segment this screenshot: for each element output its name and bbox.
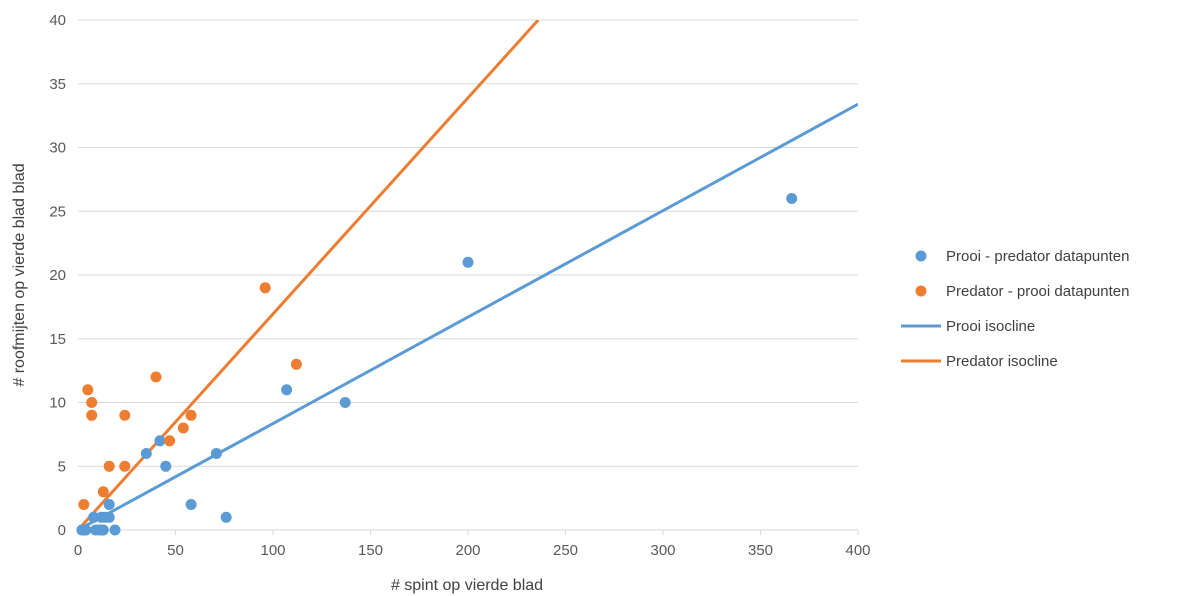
y-tick-label: 0: [58, 522, 66, 539]
data-point: [339, 397, 351, 408]
y-tick-label: 15: [49, 331, 66, 348]
data-point: [290, 358, 302, 370]
series-line: [78, 102, 858, 530]
x-tick-label: 50: [167, 542, 184, 559]
x-axis-title: # spint op vierde blad: [391, 577, 543, 594]
data-point: [97, 524, 109, 536]
data-point: [281, 384, 293, 396]
data-point: [86, 409, 98, 421]
data-point: [154, 435, 166, 447]
data-point: [462, 256, 474, 268]
legend-label: Prooi isocline: [946, 318, 1035, 335]
data-point: [86, 397, 98, 408]
x-tick-label: 350: [748, 542, 773, 559]
y-tick-label: 20: [49, 267, 66, 284]
y-tick-label: 25: [49, 203, 66, 220]
data-point: [88, 511, 100, 523]
data-point: [220, 511, 232, 523]
data-point: [119, 460, 131, 472]
x-tick-label: 100: [260, 542, 285, 559]
data-point: [185, 499, 197, 510]
y-tick-label: 35: [49, 76, 66, 93]
data-point: [119, 409, 131, 421]
x-tick-label: 300: [650, 542, 675, 559]
data-point: [103, 460, 115, 472]
data-point: [109, 524, 121, 536]
data-point: [185, 409, 197, 421]
series: [76, 20, 858, 536]
legend-marker: [915, 285, 927, 297]
data-point: [164, 435, 176, 447]
data-point: [78, 499, 90, 510]
series-line: [78, 20, 540, 530]
y-tick-label: 30: [49, 140, 66, 157]
data-point: [150, 371, 162, 383]
data-point: [786, 193, 798, 204]
gridlines: [78, 19, 858, 467]
legend-marker: [915, 250, 927, 262]
x-tick-label: 0: [74, 542, 82, 559]
data-point: [80, 524, 92, 536]
legend-label: Predator isocline: [946, 353, 1058, 370]
data-point: [103, 499, 115, 510]
x-tick-label: 400: [845, 542, 870, 559]
data-point: [82, 384, 94, 396]
data-point: [259, 282, 271, 294]
x-tick-label: 200: [455, 542, 480, 559]
data-point: [103, 511, 115, 523]
legend-label: Prooi - predator datapunten: [946, 248, 1129, 265]
y-tick-label: 10: [49, 395, 66, 412]
legend-label: Predator - prooi datapunten: [946, 283, 1129, 300]
data-point: [177, 422, 189, 434]
data-point: [140, 448, 152, 459]
data-point: [97, 486, 109, 498]
y-axis-title: # roofmijten op vierde blad blad: [11, 163, 28, 386]
x-tick-label: 150: [358, 542, 383, 559]
y-tick-label: 5: [58, 458, 66, 475]
x-tick-label: 250: [553, 542, 578, 559]
data-point: [210, 448, 222, 459]
y-tick-label: 40: [49, 12, 66, 29]
legend: Prooi - predator datapunten Predator - pr…: [901, 248, 1129, 370]
data-point: [160, 460, 172, 472]
